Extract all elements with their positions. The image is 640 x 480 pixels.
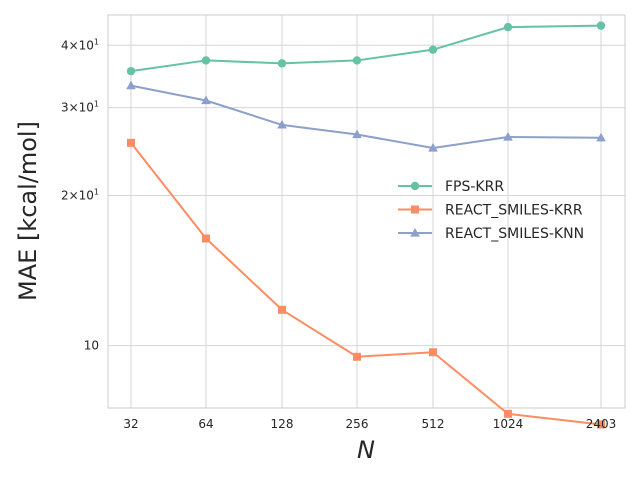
legend-entry: REACT_SMILES-KRR xyxy=(398,203,583,219)
data-point xyxy=(429,348,437,357)
series-line xyxy=(130,24,602,73)
x-tick-label: 32 xyxy=(123,417,138,431)
y-tick-label: 4×101 xyxy=(61,37,99,52)
series-line xyxy=(130,142,602,426)
data-point xyxy=(353,352,361,361)
x-tick-labels: 32 64 128 256 512 1024 2403 xyxy=(123,417,616,431)
x-tick-label: 128 xyxy=(271,417,294,431)
series-fps-krr xyxy=(126,21,606,76)
data-point xyxy=(127,138,135,147)
grid-lines xyxy=(108,15,625,408)
y-tick-labels: 10 2×101 3×101 4×101 xyxy=(61,37,99,352)
data-point xyxy=(277,119,287,129)
x-tick-label: 64 xyxy=(198,417,213,431)
x-tick-label: 512 xyxy=(422,417,445,431)
data-point xyxy=(596,132,606,142)
data-point xyxy=(504,409,512,418)
data-point xyxy=(428,45,438,54)
data-point xyxy=(201,56,211,65)
series-line xyxy=(130,84,602,149)
y-axis-label: MAE [kcal/mol] xyxy=(14,121,42,301)
data-point xyxy=(503,131,513,141)
data-point xyxy=(428,142,438,152)
legend-label: REACT_SMILES-KNN xyxy=(445,226,584,242)
series-react-smiles-krr xyxy=(127,138,605,429)
legend-marker xyxy=(410,228,420,237)
x-tick-label: 1024 xyxy=(493,417,524,431)
data-point xyxy=(277,59,287,68)
data-point xyxy=(503,22,513,32)
x-tick-label: 2403 xyxy=(586,417,617,431)
x-tick-label: 256 xyxy=(346,417,369,431)
legend-marker xyxy=(411,205,419,214)
data-point xyxy=(126,80,136,90)
data-point xyxy=(201,95,211,105)
plot-frame xyxy=(107,14,626,409)
y-tick-label: 10 xyxy=(84,339,99,353)
legend-marker xyxy=(410,181,420,191)
data-point xyxy=(202,234,210,243)
legend-entry: REACT_SMILES-KNN xyxy=(398,226,584,242)
legend-entry: FPS-KRR xyxy=(398,179,504,195)
legend-label: FPS-KRR xyxy=(445,179,504,195)
legend: FPS-KRR REACT_SMILES-KRR REACT_SMILES-KNN xyxy=(398,179,584,242)
data-point xyxy=(352,56,362,65)
data-point xyxy=(597,420,605,429)
series-layer xyxy=(126,21,606,429)
data-point xyxy=(352,129,362,139)
x-axis-label: N xyxy=(357,436,375,464)
data-point xyxy=(278,305,286,314)
y-tick-label: 3×101 xyxy=(61,100,99,115)
data-point xyxy=(126,66,136,76)
series-react-smiles-knn xyxy=(126,80,606,152)
data-point xyxy=(596,21,606,30)
legend-label: REACT_SMILES-KRR xyxy=(445,203,583,219)
y-tick-label: 2×101 xyxy=(61,187,99,202)
